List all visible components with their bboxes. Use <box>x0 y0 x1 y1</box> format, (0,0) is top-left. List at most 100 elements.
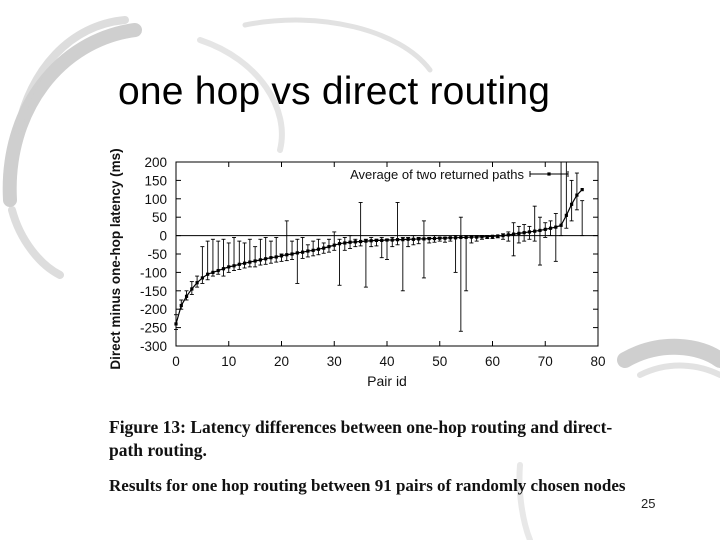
x-tick-label: 80 <box>590 354 605 369</box>
data-point <box>580 188 584 192</box>
data-point <box>237 262 241 266</box>
data-point <box>322 246 326 250</box>
data-point <box>285 253 289 257</box>
data-point <box>512 232 516 236</box>
data-point <box>380 238 384 242</box>
data-point <box>211 270 215 274</box>
data-point <box>190 287 194 291</box>
x-axis-label: Pair id <box>367 373 407 389</box>
data-point <box>332 243 336 247</box>
data-point <box>459 235 463 240</box>
data-point <box>327 245 331 249</box>
data-point <box>248 260 252 264</box>
series-line <box>175 189 583 325</box>
data-point <box>475 235 479 239</box>
data-point <box>184 294 189 298</box>
y-tick-label: 100 <box>144 192 167 207</box>
data-point <box>216 268 220 273</box>
slide-title: one hop vs direct routing <box>118 70 551 113</box>
y-tick-label: -100 <box>140 265 167 280</box>
data-point <box>390 238 394 242</box>
data-point <box>337 242 342 246</box>
latency-chart: 200 150 100 50 0 -50 -100 -150 -200 -250 -300 0 10 20… <box>108 148 606 389</box>
data-point <box>279 254 284 258</box>
data-point <box>443 236 447 240</box>
y-tick-label: 50 <box>152 210 167 225</box>
data-point <box>195 281 199 285</box>
data-point <box>406 237 410 241</box>
data-point <box>522 231 526 235</box>
data-point <box>506 233 510 237</box>
data-point <box>200 276 204 280</box>
y-tick-label: -150 <box>140 284 167 299</box>
data-point <box>374 238 379 242</box>
data-point <box>411 237 415 241</box>
y-tick-label: -50 <box>147 247 167 262</box>
data-point <box>348 240 352 244</box>
data-point <box>417 237 421 241</box>
data-point <box>448 236 452 240</box>
data-point <box>232 264 236 268</box>
data-point <box>306 249 310 253</box>
data-point <box>453 236 458 240</box>
results-text: Results for one hop routing between 91 p… <box>109 476 626 495</box>
data-point <box>401 238 405 242</box>
data-point <box>316 247 321 251</box>
data-point <box>353 240 357 244</box>
data-point <box>432 236 437 241</box>
data-point <box>179 303 183 308</box>
figure-caption: Figure 13: Latency differences between o… <box>109 417 613 460</box>
data-point <box>242 261 247 265</box>
data-point <box>438 236 442 240</box>
data-point <box>501 234 505 238</box>
data-point <box>485 235 489 239</box>
data-point <box>359 239 363 244</box>
data-point <box>548 226 553 230</box>
x-tick-label: 40 <box>379 354 394 369</box>
data-point <box>464 235 468 240</box>
data-point <box>253 259 257 263</box>
data-point <box>517 231 521 235</box>
y-tick-label: 200 <box>144 155 167 170</box>
y-tick-label: -250 <box>140 321 167 336</box>
data-point <box>480 235 484 239</box>
swoosh-bottom <box>516 462 533 540</box>
data-point <box>575 193 579 197</box>
data-point <box>570 202 574 206</box>
data-point <box>469 235 473 239</box>
data-point <box>311 248 315 252</box>
legend-marker <box>547 172 551 176</box>
y-tick-label: 150 <box>144 173 167 188</box>
data-point <box>364 239 368 243</box>
data-point <box>301 250 305 254</box>
data-point <box>369 239 373 243</box>
data-point <box>543 227 547 231</box>
y-axis-label: Direct minus one-hop latency (ms) <box>108 148 123 369</box>
data-point <box>395 238 400 242</box>
data-point <box>385 238 389 242</box>
y-tick-label: 0 <box>159 229 167 244</box>
data-point <box>290 252 294 256</box>
data-point <box>559 223 563 227</box>
legend-label: Average of two returned paths <box>350 167 524 182</box>
data-point <box>295 251 299 255</box>
data-point <box>427 236 431 241</box>
data-point <box>564 213 568 217</box>
data-point <box>554 225 558 229</box>
data-point <box>269 256 273 260</box>
x-tick-label: 70 <box>538 354 553 369</box>
x-tick-label: 50 <box>432 354 447 369</box>
data-point <box>174 322 178 326</box>
data-point <box>258 258 262 262</box>
x-tick-label: 30 <box>327 354 342 369</box>
data-point <box>422 237 426 241</box>
data-point <box>264 257 268 261</box>
y-tick-label: -300 <box>140 339 167 354</box>
data-point <box>496 234 500 238</box>
data-point <box>206 272 210 276</box>
x-tick-label: 20 <box>274 354 289 369</box>
data-point <box>538 228 542 233</box>
data-point <box>343 241 347 245</box>
data-point <box>227 265 231 269</box>
